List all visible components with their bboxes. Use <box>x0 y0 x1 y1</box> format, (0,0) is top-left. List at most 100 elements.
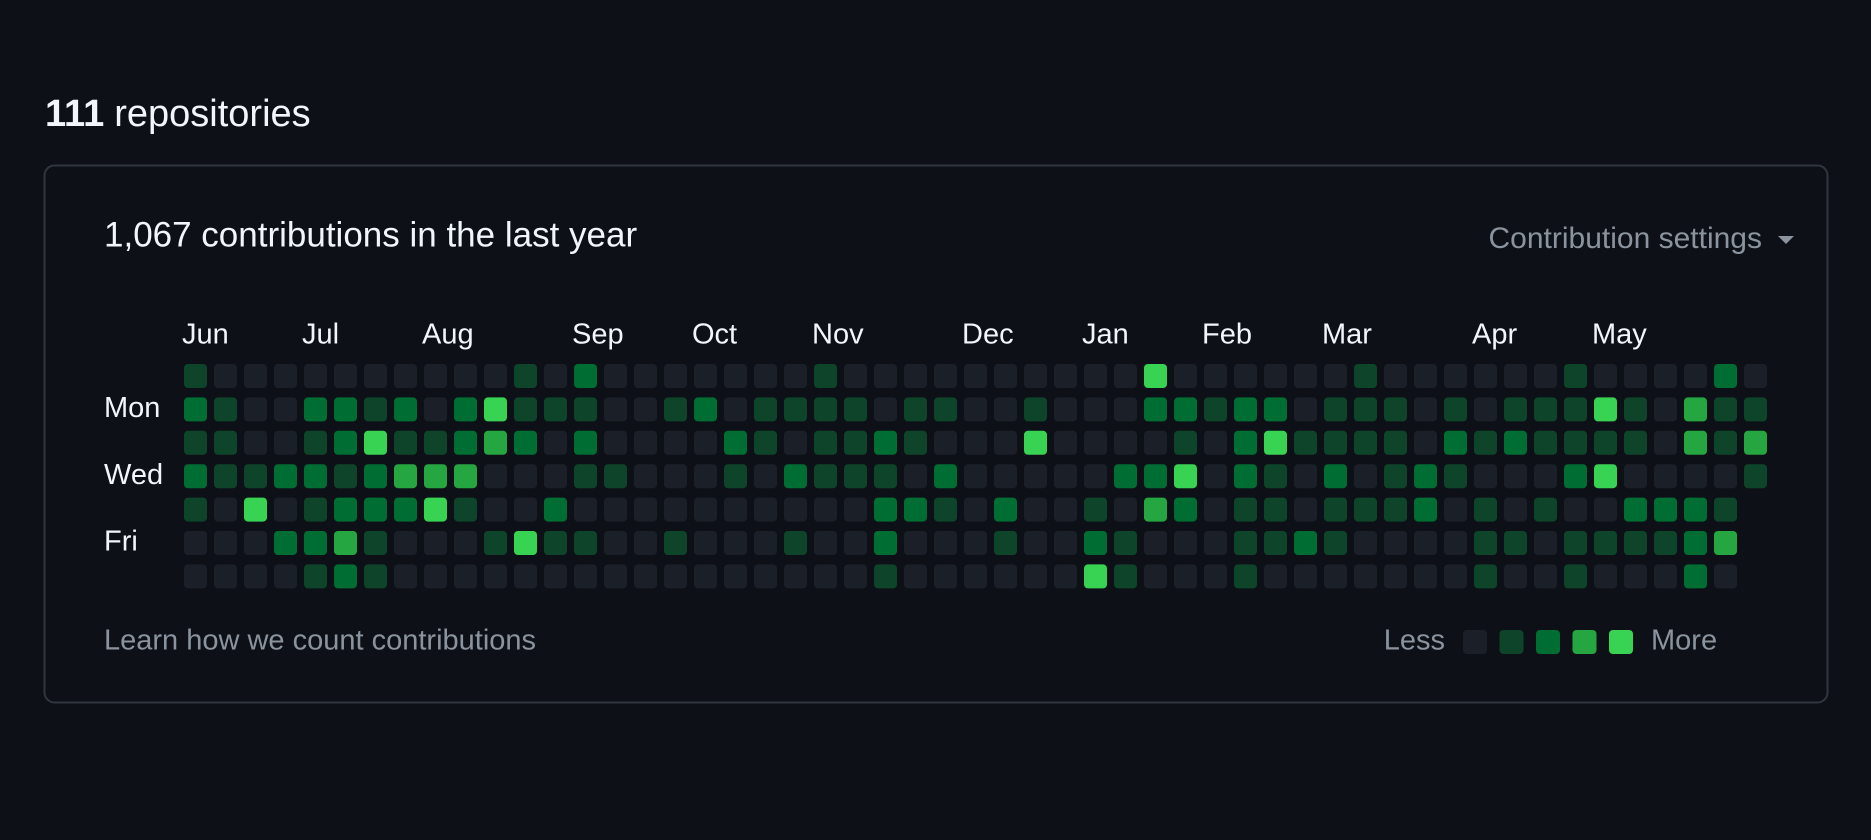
month-label: Apr <box>1472 319 1517 351</box>
contribution-cell <box>514 397 537 422</box>
month-label: Jan <box>1082 319 1129 351</box>
contribution-cell <box>1084 430 1107 455</box>
contribution-cell <box>1294 497 1317 522</box>
contribution-cell <box>514 464 537 489</box>
contribution-cell <box>1114 497 1137 522</box>
contribution-cell <box>724 364 747 388</box>
contribution-cell <box>1024 464 1047 489</box>
contribution-cell <box>814 397 837 422</box>
day-label: Fri <box>104 526 138 558</box>
contribution-cell <box>424 464 447 489</box>
contribution-cell <box>1264 531 1287 555</box>
contribution-cell <box>754 430 777 455</box>
month-label: Oct <box>692 319 737 351</box>
legend-more: More <box>1651 625 1717 657</box>
contribution-cell <box>1444 464 1467 489</box>
contribution-cell <box>994 364 1017 388</box>
contribution-cell <box>454 364 477 388</box>
contribution-cell <box>874 397 897 422</box>
contribution-cell <box>1384 430 1407 455</box>
contribution-cell <box>664 364 687 388</box>
contribution-cell <box>724 397 747 422</box>
contribution-cell <box>244 364 267 388</box>
contribution-cell <box>664 497 687 522</box>
contribution-cell <box>1654 364 1677 388</box>
contribution-cell <box>724 430 747 455</box>
contribution-cell <box>274 464 297 489</box>
month-label: Mar <box>1322 319 1372 351</box>
contribution-cell <box>574 430 597 455</box>
contribution-cell <box>1144 397 1167 422</box>
contribution-cell <box>1084 464 1107 489</box>
contribution-cell <box>1564 464 1587 489</box>
contribution-cell <box>1324 464 1347 489</box>
contribution-cell <box>574 464 597 489</box>
contribution-cell <box>1564 430 1587 455</box>
contribution-cell <box>334 364 357 388</box>
contribution-cell <box>1354 397 1377 422</box>
contribution-cell <box>184 531 207 555</box>
contribution-cell <box>1444 364 1467 388</box>
contribution-cell <box>514 364 537 388</box>
contribution-cell <box>1684 531 1707 555</box>
contribution-cell <box>664 430 687 455</box>
contribution-cell <box>424 364 447 388</box>
contribution-cell <box>574 531 597 555</box>
contribution-cell <box>694 531 717 555</box>
contribution-cell <box>634 397 657 422</box>
contributions-title: 1,067 contributions in the last year <box>104 215 637 254</box>
contribution-cell <box>964 397 987 422</box>
contribution-cell <box>1624 397 1647 422</box>
contribution-cell <box>214 464 237 489</box>
contribution-grid <box>184 364 1767 589</box>
contribution-cell <box>874 464 897 489</box>
contribution-cell <box>1294 430 1317 455</box>
contribution-cell <box>424 430 447 455</box>
contribution-cell <box>1234 397 1257 422</box>
settings-caret[interactable] <box>1778 236 1794 244</box>
contribution-cell <box>364 397 387 422</box>
contribution-cell <box>1054 531 1077 555</box>
contribution-cell <box>1504 364 1527 388</box>
contribution-cell <box>1714 564 1737 589</box>
contribution-cell <box>214 531 237 555</box>
contribution-cell <box>1294 564 1317 589</box>
contribution-cell <box>454 531 477 555</box>
contribution-cell <box>544 397 567 422</box>
contribution-cell <box>364 430 387 455</box>
contribution-cell <box>1594 464 1617 489</box>
contribution-cell <box>1684 497 1707 522</box>
learn-link[interactable]: Learn how we count contributions <box>104 625 536 657</box>
contribution-cell <box>1504 497 1527 522</box>
contribution-cell <box>334 531 357 555</box>
contribution-cell <box>544 497 567 522</box>
contribution-cell <box>424 397 447 422</box>
contribution-cell <box>1534 430 1557 455</box>
contribution-cell <box>394 430 417 455</box>
contribution-cell <box>1384 531 1407 555</box>
contribution-cell <box>634 497 657 522</box>
contribution-cell <box>844 397 867 422</box>
contribution-cell <box>1444 531 1467 555</box>
contribution-cell <box>1654 430 1677 455</box>
contribution-cell <box>1234 564 1257 589</box>
contribution-cell <box>1264 564 1287 589</box>
contribution-cell <box>574 564 597 589</box>
contribution-cell <box>334 397 357 422</box>
contribution-cell <box>574 364 597 388</box>
contribution-cell <box>274 430 297 455</box>
contribution-cell <box>1174 564 1197 589</box>
contribution-cell <box>364 531 387 555</box>
contribution-cell <box>304 564 327 589</box>
contribution-cell <box>784 364 807 388</box>
settings-button[interactable]: Contribution settings <box>1489 222 1763 255</box>
contribution-cell <box>484 464 507 489</box>
contribution-cell <box>1744 364 1767 388</box>
contribution-cell <box>214 364 237 388</box>
contribution-cell <box>1024 397 1047 422</box>
contribution-cell <box>874 430 897 455</box>
contribution-cell <box>1324 497 1347 522</box>
contribution-cell <box>244 464 267 489</box>
contribution-cell <box>814 531 837 555</box>
